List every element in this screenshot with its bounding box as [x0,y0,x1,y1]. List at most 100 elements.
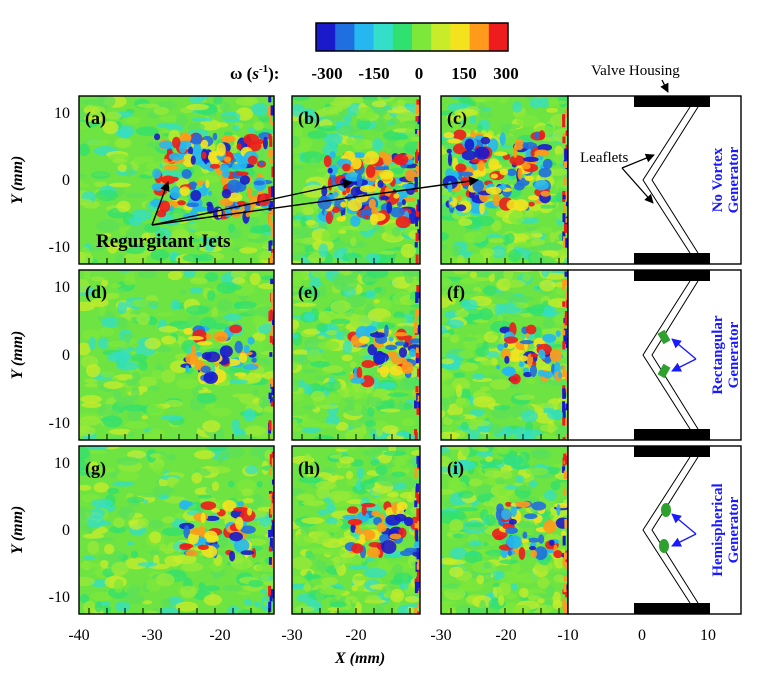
vortex-blob [503,336,519,344]
vortex-blob [197,544,209,550]
field-texture-blob [105,111,122,120]
field-texture-blob [489,238,505,244]
field-texture-blob [517,520,536,529]
vortex-blob [527,537,540,543]
field-texture-blob [457,490,474,499]
field-texture-blob [120,236,127,242]
field-texture-blob [366,557,375,563]
edge-blob [269,397,273,404]
field-texture-blob [79,562,101,569]
edge-blob [269,158,273,164]
field-texture-blob [373,299,380,304]
field-texture-blob [197,253,214,262]
field-texture-blob [472,560,496,573]
field-texture-blob [441,292,465,299]
field-texture-blob [103,543,115,555]
field-texture-blob [211,307,218,320]
field-texture-blob [447,414,466,420]
field-texture-blob [133,156,147,165]
field-texture-blob [319,588,341,595]
field-texture-blob [396,546,406,552]
vortex-blob [332,192,339,197]
edge-blob [565,562,568,569]
field-texture-blob [375,464,388,476]
field-texture-blob [86,446,109,451]
vortex-blob [401,199,406,206]
field-texture-blob [512,410,525,415]
field-texture-blob [219,115,238,120]
field-texture-blob [79,342,91,356]
field-texture-blob [396,400,405,412]
edge-blob [562,136,566,144]
field-texture-blob [477,433,490,440]
field-texture-blob [464,550,483,564]
field-texture-blob [236,591,252,596]
edge-blob [565,371,568,382]
edge-blob [417,324,420,335]
field-texture-blob [86,515,105,529]
field-texture-blob [79,173,87,178]
edge-blob [562,341,566,350]
field-texture-blob [512,101,523,113]
field-texture-blob [538,204,557,209]
field-texture-blob [87,540,100,555]
vortex-blob [246,507,253,516]
vortex-blob [404,169,417,182]
edge-blob [271,121,274,126]
vortex-blob [455,163,467,173]
field-texture-blob [323,548,346,556]
field-texture-blob [308,553,316,562]
vortex-blob [243,344,250,354]
field-texture-blob [468,540,483,547]
colorbar-label-symbol: ω ( [230,64,253,83]
field-texture-blob [385,588,393,597]
field-texture-blob [499,144,513,149]
vortex-blob [236,200,247,206]
field-texture-blob [550,168,568,177]
colorbar-cell [335,23,355,51]
field-texture-blob [550,480,561,491]
vorticity-field [441,96,568,264]
field-texture-blob [350,236,357,247]
field-texture-blob [483,285,498,296]
y-tick-label: -10 [49,589,70,606]
edge-blob [268,392,272,400]
vorticity-field [292,96,420,264]
field-texture-blob [351,575,371,581]
edge-blob [271,339,274,345]
vortex-blob [369,332,386,338]
vortex-blob [229,550,236,562]
field-texture-blob [479,458,503,466]
vortex-blob [553,550,563,559]
field-texture-blob [94,189,119,202]
field-texture-blob [93,181,107,188]
field-texture-blob [212,96,223,105]
field-texture-blob [188,222,200,230]
field-texture-blob [404,434,414,439]
field-texture-blob [517,486,535,491]
edge-blob [268,546,272,552]
field-texture-blob [528,480,538,488]
field-texture-blob [365,396,383,408]
field-texture-blob [148,519,165,529]
vortex-blob [394,513,407,522]
field-texture-blob [391,471,406,478]
y-tick-label: -10 [49,415,70,432]
valve-housing-bottom [634,603,710,614]
field-texture-blob [393,572,413,585]
field-texture-blob [300,525,310,537]
field-texture-blob [310,390,326,402]
vortex-blob [501,508,512,521]
vortex-blob [501,367,516,375]
field-texture-blob [319,561,327,575]
field-texture-blob [511,604,532,614]
y-tick-label: 10 [54,105,70,122]
valve-housing-bottom [634,429,710,440]
field-texture-blob [469,115,477,125]
edge-blob [268,493,272,499]
field-texture-blob [138,359,148,372]
field-texture-blob [537,255,555,264]
edge-blob [416,102,420,113]
field-texture-blob [253,121,264,131]
field-texture-blob [356,107,375,121]
